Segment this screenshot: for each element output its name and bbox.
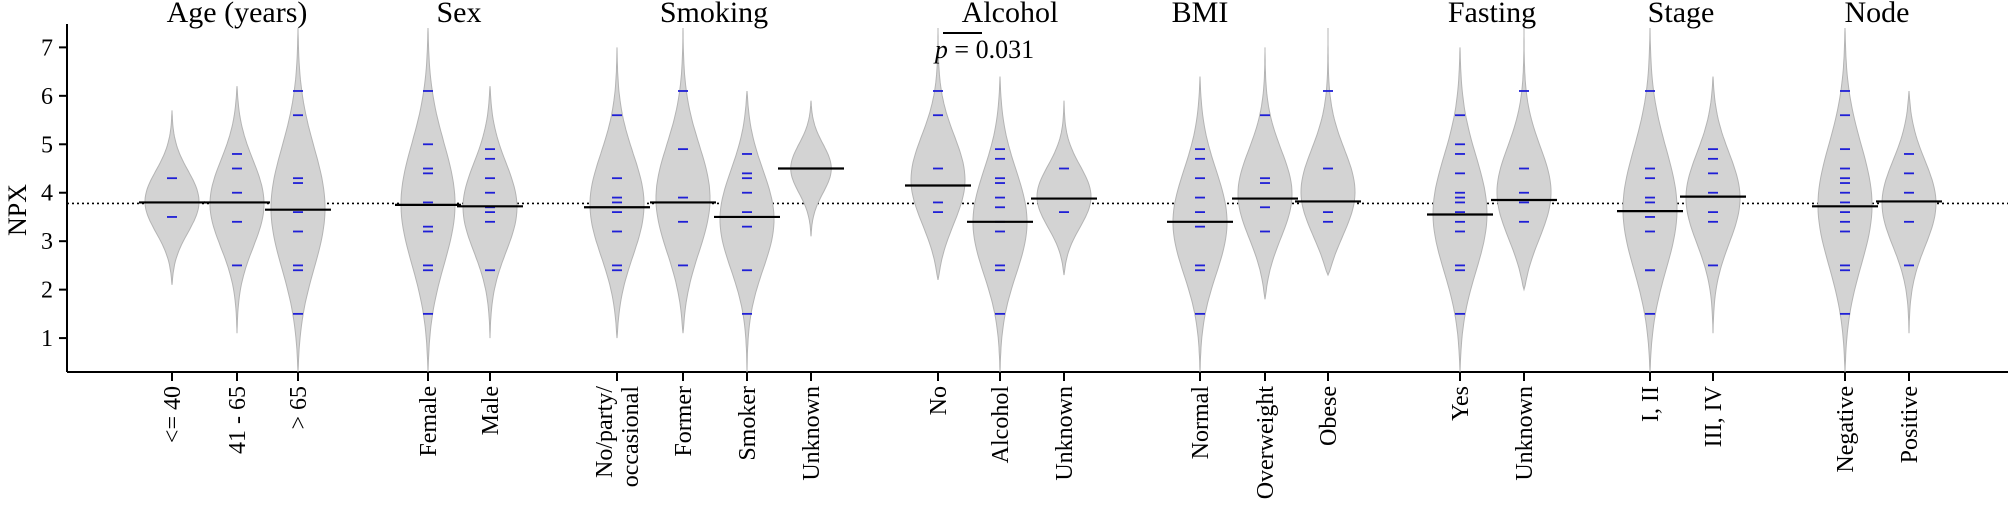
x-category-label: No (926, 386, 952, 415)
x-category-label-line: Obese (1316, 386, 1342, 446)
violin (1817, 27, 1873, 373)
violin (719, 90, 775, 373)
p-value-number: = 0.031 (948, 35, 1034, 64)
p-value-symbol: p (933, 35, 948, 64)
x-category-label: Unknown (799, 386, 825, 481)
violin (589, 47, 645, 339)
x-category-label-line: <= 40 (160, 386, 186, 443)
violin (270, 27, 326, 373)
y-tick-label: 3 (41, 229, 53, 255)
x-category-label: Unknown (1512, 386, 1538, 481)
x-category-label-line: Negative (1833, 386, 1859, 473)
violin (1237, 47, 1293, 300)
x-category-label: No/party/occasional (592, 386, 644, 488)
group-label: BMI (1172, 0, 1229, 29)
group-label: Fasting (1448, 0, 1536, 29)
y-tick-label: 1 (41, 326, 53, 352)
group-label: Stage (1648, 0, 1715, 29)
x-category-label-line: No/party/ (592, 386, 618, 478)
violin (910, 28, 966, 280)
x-category-label: Former (671, 386, 697, 457)
x-category-label-line: Former (671, 386, 697, 457)
x-category-label: I, II (1638, 386, 1664, 422)
violin (1300, 28, 1356, 277)
x-category-label: Yes (1448, 386, 1474, 421)
x-category-label-line: Male (478, 386, 504, 435)
x-category-label-line: III, IV (1701, 385, 1727, 447)
x-category-label: Normal (1188, 386, 1214, 460)
x-category-label-line: Female (416, 386, 442, 457)
x-category-label: Smoker (735, 386, 761, 461)
group-label: Age (years) (167, 0, 308, 29)
y-tick-label: 7 (41, 35, 53, 61)
group-label: Sex (437, 0, 482, 29)
x-category-label-line: Normal (1188, 386, 1214, 460)
x-category-label-line: Alcohol (988, 386, 1014, 464)
x-category-label: Positive (1897, 386, 1923, 463)
x-category-label-line: Positive (1897, 386, 1923, 463)
x-category-label: > 65 (286, 386, 312, 430)
violin (1496, 28, 1552, 292)
x-category-label-line: No (926, 386, 952, 415)
x-category-label: Negative (1833, 386, 1859, 473)
x-category-label-line: Unknown (1052, 386, 1078, 481)
violin (1685, 76, 1741, 334)
violin (1622, 27, 1678, 373)
violin (400, 27, 456, 373)
x-category-label: Unknown (1052, 386, 1078, 481)
x-category-label-line: Unknown (799, 386, 825, 481)
y-tick-label: 4 (41, 181, 53, 207)
violin (655, 27, 711, 334)
y-tick-label: 6 (41, 84, 53, 110)
group-label: Alcohol (962, 0, 1059, 29)
x-category-label: <= 40 (160, 386, 186, 443)
x-category-label: Obese (1316, 386, 1342, 446)
x-category-label: Female (416, 386, 442, 457)
y-axis-label: NPX (3, 184, 32, 236)
x-category-label: Male (478, 386, 504, 435)
x-category-label-line: Yes (1448, 386, 1474, 421)
p-value-annotation: p = 0.031 (933, 35, 1034, 64)
y-tick-label: 2 (41, 278, 53, 304)
x-category-label-line: 41 - 65 (225, 386, 251, 454)
x-category-label: Overweight (1253, 386, 1279, 500)
violin (209, 86, 265, 334)
x-category-label: Alcohol (988, 386, 1014, 464)
violin (1172, 76, 1228, 373)
violin (144, 110, 200, 285)
y-tick-label: 5 (41, 132, 53, 158)
x-category-label-line: Overweight (1253, 386, 1279, 500)
group-label: Node (1845, 0, 1910, 29)
x-category-label: 41 - 65 (225, 386, 251, 454)
x-category-label: III, IV (1701, 385, 1727, 447)
violin (1036, 100, 1092, 276)
violin (1881, 90, 1937, 334)
violin (972, 76, 1028, 373)
x-category-label-line: Smoker (735, 386, 761, 461)
x-category-label-line: I, II (1638, 386, 1664, 422)
x-category-label-line: Unknown (1512, 386, 1538, 481)
group-label: Smoking (660, 0, 768, 29)
x-category-label-line: occasional (618, 386, 644, 488)
x-category-label-line: > 65 (286, 386, 312, 430)
violin (1432, 47, 1488, 373)
